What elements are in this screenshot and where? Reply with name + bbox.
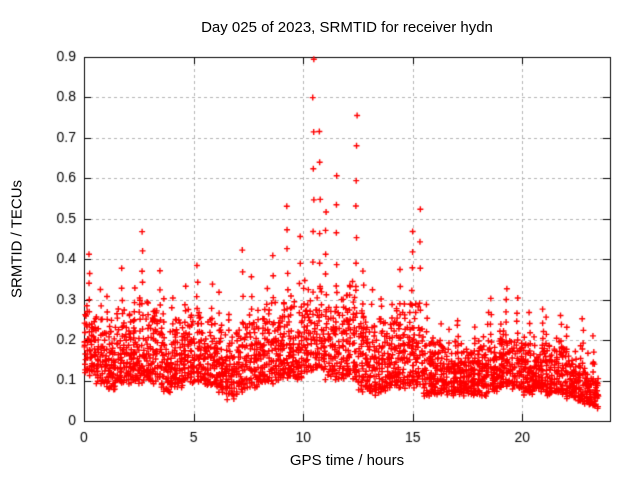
chart-title: Day 025 of 2023, SRMTID for receiver hyd…	[201, 19, 493, 36]
y-axis-label: SRMTID / TECUs	[8, 179, 26, 299]
x-axis-label: GPS time / hours	[289, 452, 405, 469]
